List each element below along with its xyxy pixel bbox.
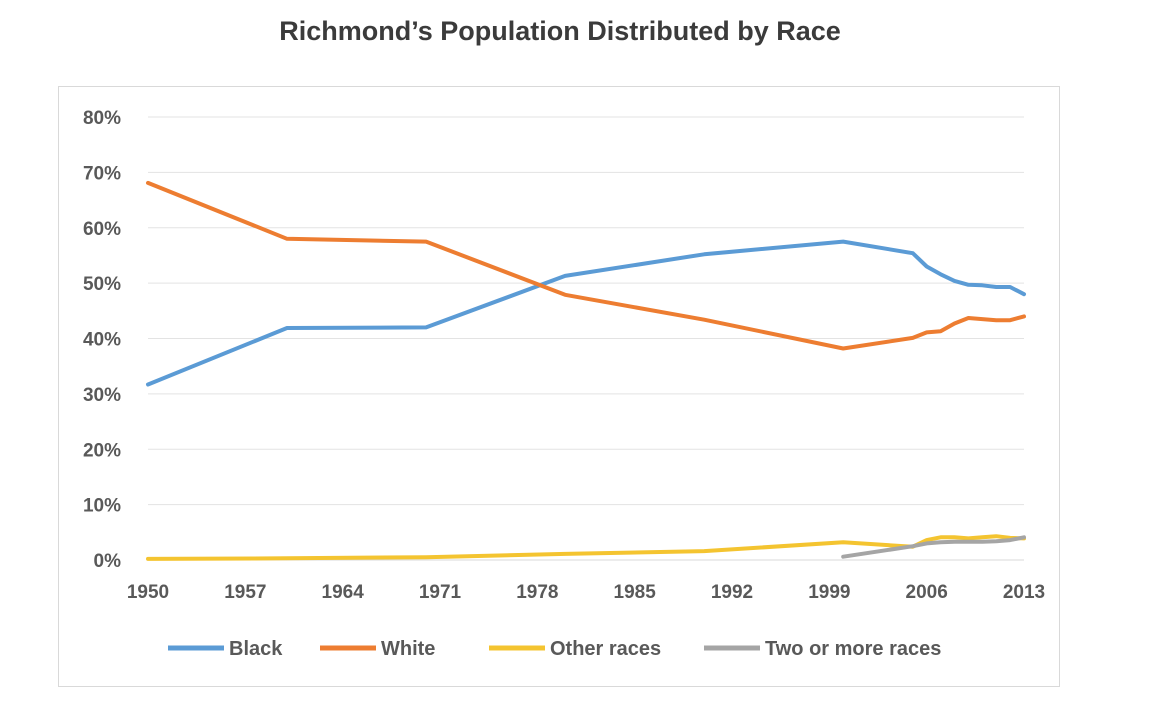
- x-tick-label: 1964: [322, 582, 365, 603]
- x-tick-label: 1999: [808, 582, 850, 603]
- y-tick-label: 80%: [83, 108, 121, 129]
- x-tick-label: 1978: [516, 582, 558, 603]
- legend: Black White Other races Two or more races: [168, 638, 941, 660]
- x-tick-label: 1985: [614, 582, 657, 603]
- x-tick-label: 1992: [711, 582, 753, 603]
- series-line-other-races: [146, 534, 1026, 561]
- gridlines: [148, 116, 1024, 561]
- legend-label-two-or-more-races: Two or more races: [765, 638, 941, 660]
- x-axis-ticks: 1950 1957 1964 1971 1978 1985 1992 1999 2006 2013: [127, 582, 1045, 603]
- x-tick-label: 2006: [906, 582, 948, 603]
- series-line-two-or-more-races: [841, 535, 1026, 559]
- y-tick-label: 40%: [83, 330, 121, 351]
- x-tick-label: 2013: [1003, 582, 1045, 603]
- chart-title: Richmond’s Population Distributed by Rac…: [279, 16, 841, 46]
- legend-label-black: Black: [229, 638, 283, 660]
- y-tick-label: 10%: [83, 496, 121, 517]
- x-tick-label: 1971: [419, 582, 462, 603]
- y-tick-label: 70%: [83, 163, 121, 184]
- y-tick-label: 20%: [83, 440, 121, 461]
- y-tick-label: 60%: [83, 219, 121, 240]
- legend-label-other-races: Other races: [550, 638, 661, 660]
- y-axis-ticks: 0% 10% 20% 30% 40% 50% 60% 70% 80%: [83, 108, 121, 572]
- series-lines: [146, 180, 1026, 561]
- series-line-black: [146, 239, 1026, 387]
- chart-frame: [58, 86, 1060, 687]
- y-tick-label: 30%: [83, 385, 121, 406]
- x-tick-label: 1950: [127, 582, 169, 603]
- y-tick-label: 0%: [94, 551, 122, 572]
- legend-label-white: White: [381, 638, 435, 660]
- y-tick-label: 50%: [83, 274, 121, 295]
- series-line-white: [146, 180, 1026, 351]
- x-tick-label: 1957: [224, 582, 266, 603]
